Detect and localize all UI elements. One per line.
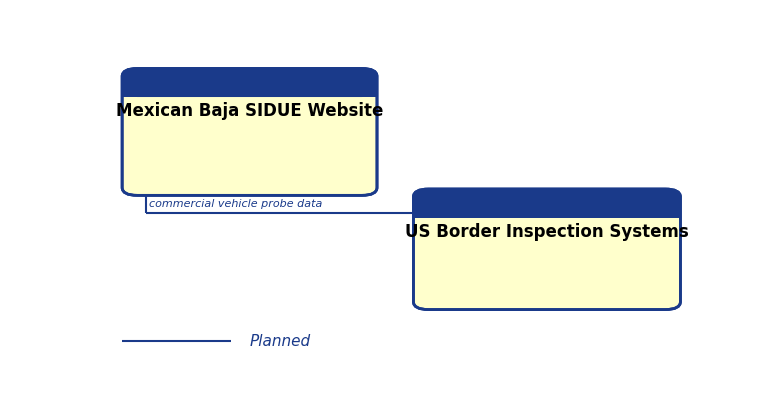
Text: Planned: Planned bbox=[250, 334, 311, 349]
FancyBboxPatch shape bbox=[122, 68, 377, 97]
Text: commercial vehicle probe data: commercial vehicle probe data bbox=[150, 199, 323, 209]
Bar bbox=[122, 81, 377, 97]
Bar bbox=[413, 202, 680, 218]
Text: US Border Inspection Systems: US Border Inspection Systems bbox=[405, 223, 689, 241]
FancyBboxPatch shape bbox=[122, 68, 377, 195]
Text: Mexican Baja SIDUE Website: Mexican Baja SIDUE Website bbox=[116, 102, 383, 120]
FancyBboxPatch shape bbox=[413, 189, 680, 218]
FancyBboxPatch shape bbox=[413, 189, 680, 309]
